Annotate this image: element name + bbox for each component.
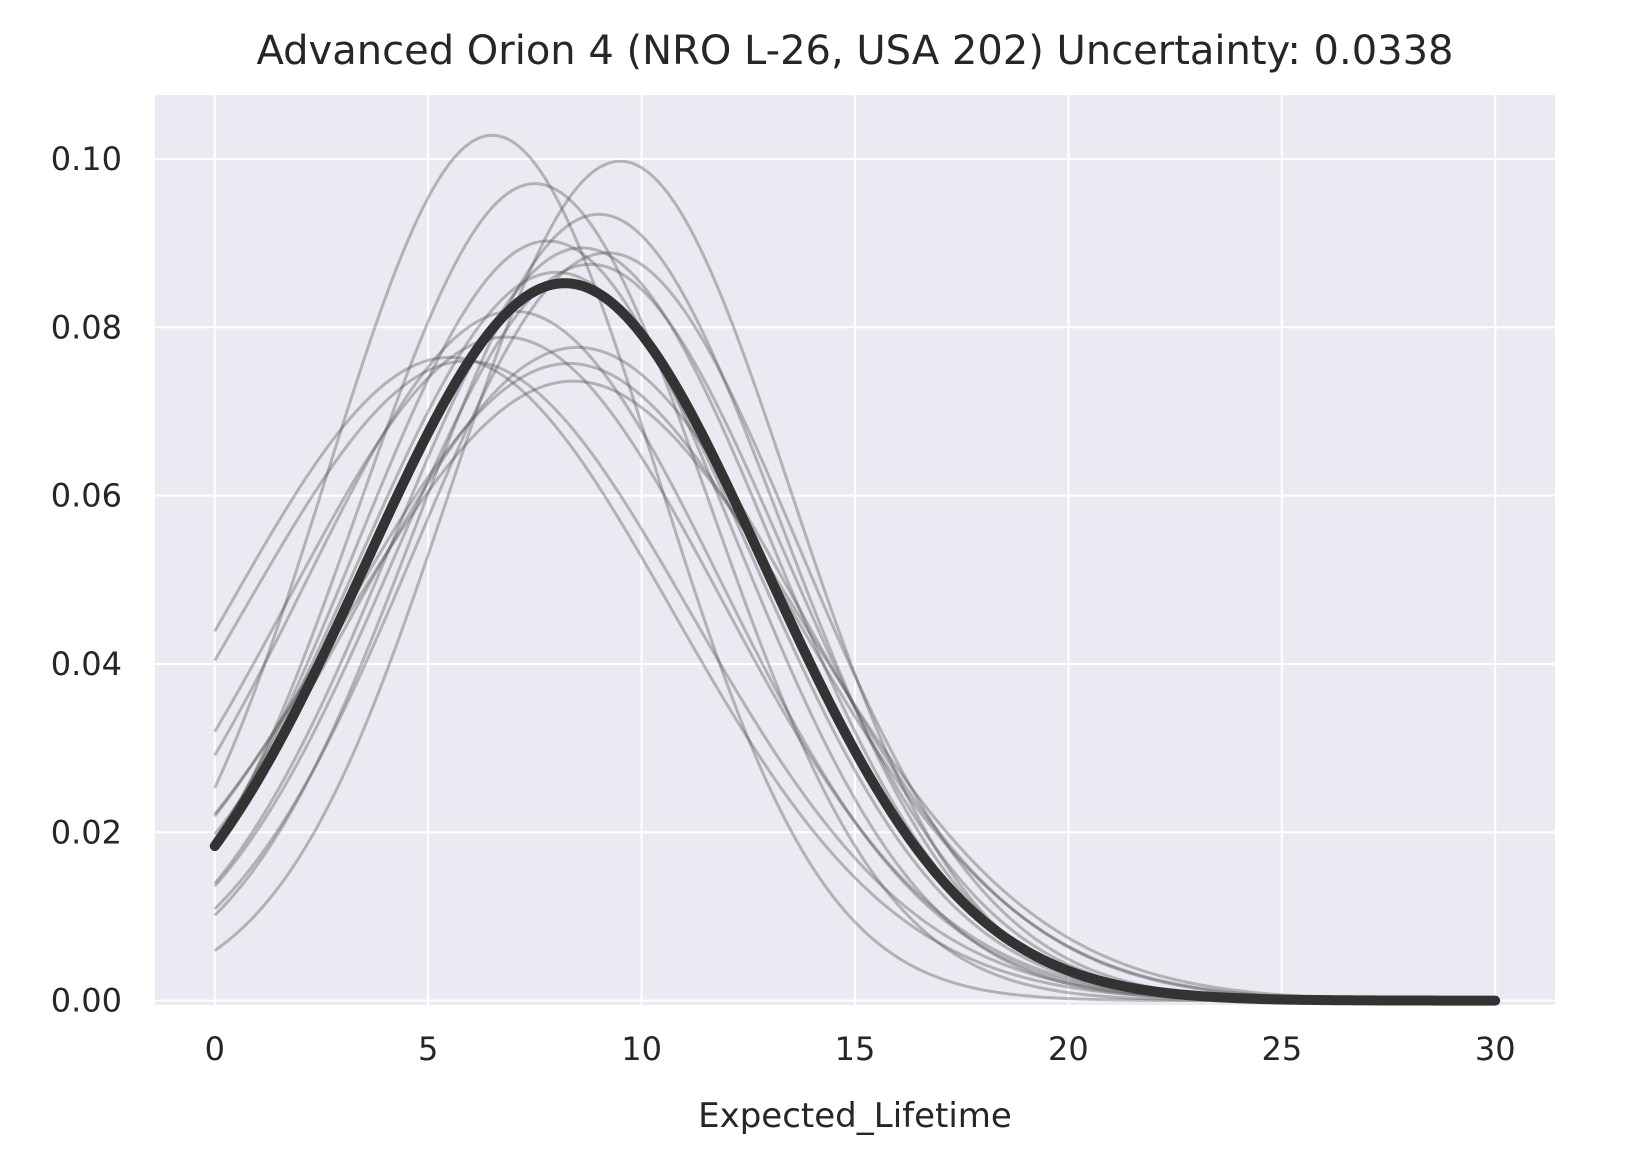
main-curve-group <box>209 278 1501 1006</box>
y-tick-label-5: 0.10 <box>51 140 122 178</box>
grid <box>155 95 1555 1005</box>
main-curve <box>209 278 1501 1006</box>
y-tick-label-0: 0.00 <box>51 982 122 1020</box>
y-tick-label-2: 0.04 <box>51 645 122 683</box>
x-tick-label-6: 30 <box>1475 1030 1516 1068</box>
chart-title: Advanced Orion 4 (NRO L-26, USA 202) Unc… <box>257 28 1454 74</box>
x-axis-label: Expected_Lifetime <box>698 1096 1012 1136</box>
y-tick-label-3: 0.06 <box>51 477 122 515</box>
y-tick-label-4: 0.08 <box>51 308 122 346</box>
x-tick-label-4: 20 <box>1048 1030 1089 1068</box>
y-tick-label-1: 0.02 <box>51 813 122 851</box>
x-tick-label-2: 10 <box>621 1030 662 1068</box>
x-tick-labels: 0 5 10 15 20 25 30 <box>205 1030 1516 1068</box>
x-tick-label-5: 25 <box>1261 1030 1302 1068</box>
x-tick-label-0: 0 <box>205 1030 225 1068</box>
x-tick-label-3: 15 <box>835 1030 876 1068</box>
x-tick-label-1: 5 <box>418 1030 438 1068</box>
y-tick-labels: 0.00 0.02 0.04 0.06 0.08 0.10 <box>51 140 122 1020</box>
